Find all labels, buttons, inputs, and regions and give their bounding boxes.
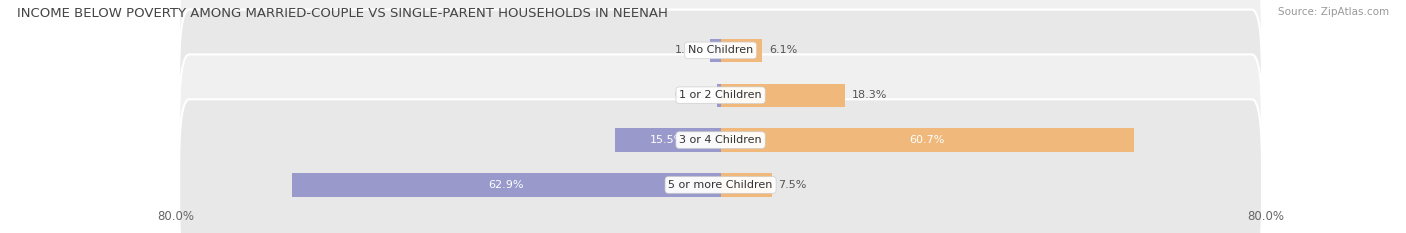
FancyBboxPatch shape xyxy=(179,10,1263,181)
Text: 3 or 4 Children: 3 or 4 Children xyxy=(679,135,762,145)
Text: 62.9%: 62.9% xyxy=(489,180,524,190)
Text: 1 or 2 Children: 1 or 2 Children xyxy=(679,90,762,100)
Bar xyxy=(721,39,762,62)
Text: 18.3%: 18.3% xyxy=(852,90,887,100)
Text: 6.1%: 6.1% xyxy=(769,45,797,55)
Bar xyxy=(721,173,772,197)
Text: 5 or more Children: 5 or more Children xyxy=(668,180,773,190)
Text: 0.56%: 0.56% xyxy=(675,90,710,100)
Bar xyxy=(292,173,721,197)
Bar xyxy=(721,84,845,107)
Text: 60.7%: 60.7% xyxy=(910,135,945,145)
FancyBboxPatch shape xyxy=(179,0,1263,136)
FancyBboxPatch shape xyxy=(179,99,1263,233)
Bar xyxy=(721,128,1135,152)
Bar xyxy=(710,39,721,62)
Bar xyxy=(717,84,721,107)
Text: 15.5%: 15.5% xyxy=(650,135,685,145)
Text: Source: ZipAtlas.com: Source: ZipAtlas.com xyxy=(1278,7,1389,17)
FancyBboxPatch shape xyxy=(179,55,1263,226)
Text: 1.6%: 1.6% xyxy=(675,45,703,55)
Text: INCOME BELOW POVERTY AMONG MARRIED-COUPLE VS SINGLE-PARENT HOUSEHOLDS IN NEENAH: INCOME BELOW POVERTY AMONG MARRIED-COUPL… xyxy=(17,7,668,20)
Text: No Children: No Children xyxy=(688,45,754,55)
Bar xyxy=(614,128,721,152)
Text: 7.5%: 7.5% xyxy=(779,180,807,190)
